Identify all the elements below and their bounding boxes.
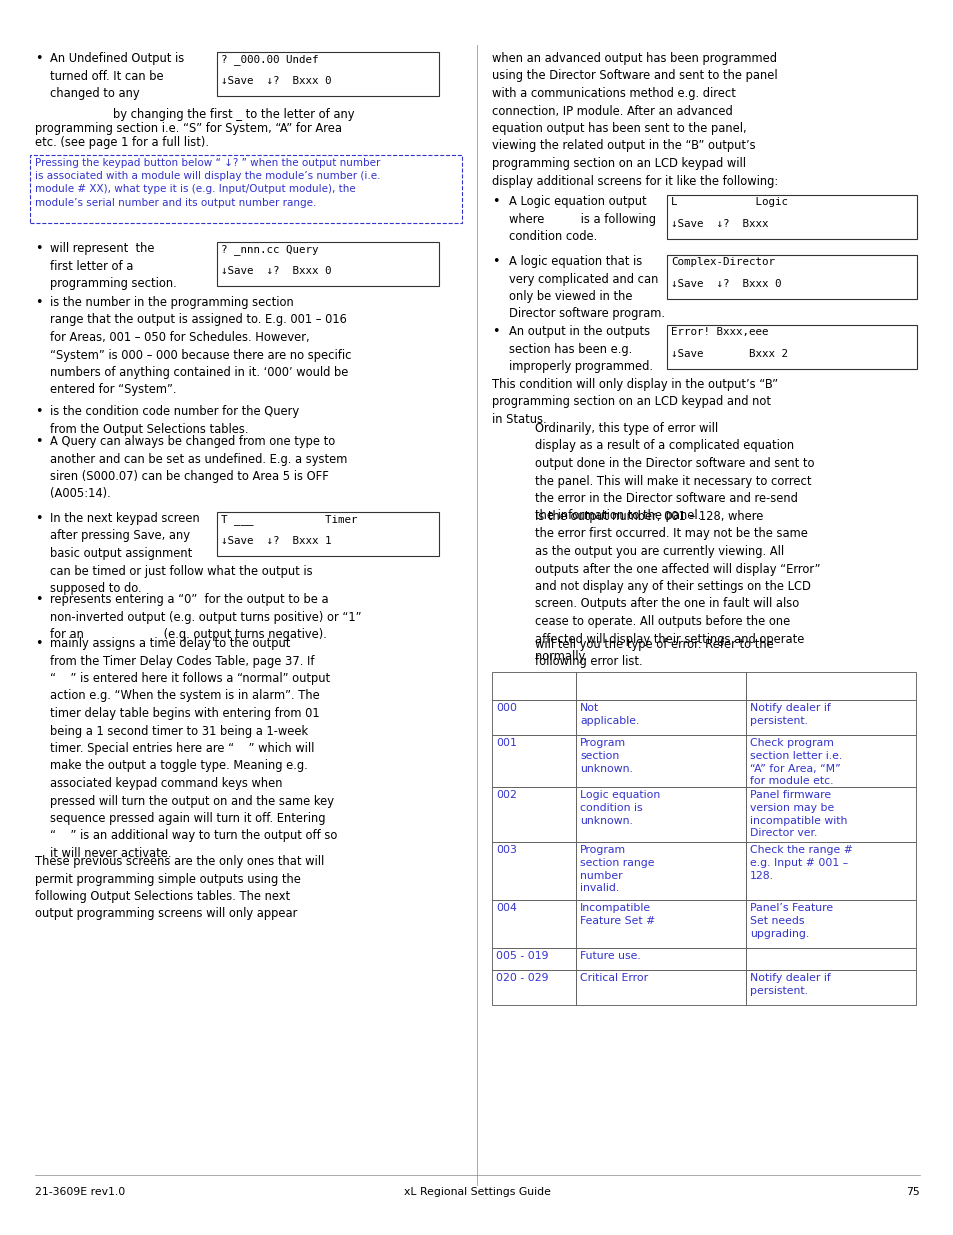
Text: ↓Save       Bxxx 2: ↓Save Bxxx 2 xyxy=(670,350,787,359)
Text: Check program
section letter i.e.
“A” for Area, “M”
for module etc.: Check program section letter i.e. “A” fo… xyxy=(749,739,841,787)
Text: Notify dealer if
persistent.: Notify dealer if persistent. xyxy=(749,703,830,726)
Bar xyxy=(666,195,916,240)
Text: ? _nnn.cc Query: ? _nnn.cc Query xyxy=(221,245,318,254)
Text: ↓Save  ↓?  Bxxx 0: ↓Save ↓? Bxxx 0 xyxy=(221,77,331,86)
Bar xyxy=(492,735,576,787)
Bar xyxy=(576,672,745,700)
Text: •: • xyxy=(492,195,499,207)
Text: This condition will only display in the output’s “B”
programming section on an L: This condition will only display in the … xyxy=(492,378,778,426)
Text: •: • xyxy=(35,593,43,606)
Text: Notify dealer if
persistent.: Notify dealer if persistent. xyxy=(749,973,830,995)
Bar xyxy=(492,842,576,900)
Text: •: • xyxy=(35,52,43,65)
FancyBboxPatch shape xyxy=(30,156,461,224)
Text: •: • xyxy=(35,637,43,650)
Text: Error! Bxxx,eee: Error! Bxxx,eee xyxy=(670,327,768,337)
Text: Panel’s Feature
Set needs
upgrading.: Panel’s Feature Set needs upgrading. xyxy=(749,903,832,939)
Text: A Logic equation output
where          is a following
condition code.: A Logic equation output where is a follo… xyxy=(509,195,656,243)
Text: will represent  the
first letter of a
programming section.: will represent the first letter of a pro… xyxy=(50,242,176,290)
Bar xyxy=(492,672,576,700)
Bar xyxy=(216,52,438,96)
Text: A Query can always be changed from one type to
another and can be set as undefin: A Query can always be changed from one t… xyxy=(50,435,347,500)
Text: ↓Save  ↓?  Bxxx 0: ↓Save ↓? Bxxx 0 xyxy=(221,266,331,275)
Text: An Undefined Output is
turned off. It can be
changed to any: An Undefined Output is turned off. It ca… xyxy=(50,52,184,100)
Bar xyxy=(745,948,915,969)
Bar xyxy=(576,735,745,787)
Text: •: • xyxy=(35,296,43,309)
Bar xyxy=(666,254,916,299)
Text: An output in the outputs
section has been e.g.
improperly programmed.: An output in the outputs section has bee… xyxy=(509,325,652,373)
Bar xyxy=(216,242,438,287)
Text: 005 - 019: 005 - 019 xyxy=(496,951,548,961)
Bar xyxy=(745,735,915,787)
Text: xL Regional Settings Guide: xL Regional Settings Guide xyxy=(403,1187,550,1197)
Text: mainly assigns a time delay to the output
from the Timer Delay Codes Table, page: mainly assigns a time delay to the outpu… xyxy=(50,637,337,860)
Bar xyxy=(745,672,915,700)
Text: 21-3609E rev1.0: 21-3609E rev1.0 xyxy=(35,1187,125,1197)
Text: 75: 75 xyxy=(905,1187,919,1197)
Bar xyxy=(492,948,576,969)
Bar xyxy=(745,969,915,1005)
Text: programming section i.e. “S” for System, “A” for Area: programming section i.e. “S” for System,… xyxy=(35,122,341,135)
Bar xyxy=(576,700,745,735)
Bar xyxy=(216,513,438,556)
Text: 001: 001 xyxy=(496,739,517,748)
Bar xyxy=(745,700,915,735)
Text: Complex-Director: Complex-Director xyxy=(670,257,774,267)
Bar xyxy=(492,700,576,735)
Bar xyxy=(492,787,576,842)
Text: •: • xyxy=(492,254,499,268)
Text: Critical Error: Critical Error xyxy=(579,973,647,983)
Text: Program
section
unknown.: Program section unknown. xyxy=(579,739,632,773)
Text: Ordinarily, this type of error will
display as a result of a complicated equatio: Ordinarily, this type of error will disp… xyxy=(535,422,814,522)
Text: etc. (see page 1 for a full list).: etc. (see page 1 for a full list). xyxy=(35,136,209,149)
Bar xyxy=(576,787,745,842)
Text: 002: 002 xyxy=(496,790,517,800)
Text: A logic equation that is
very complicated and can
only be viewed in the
Director: A logic equation that is very complicate… xyxy=(509,254,664,321)
Text: is the number in the programming section
range that the output is assigned to. E: is the number in the programming section… xyxy=(50,296,351,396)
Text: •: • xyxy=(35,513,43,525)
Text: 003: 003 xyxy=(496,845,517,855)
Bar xyxy=(492,900,576,948)
Text: T ___           Timer: T ___ Timer xyxy=(221,514,357,525)
Text: Pressing the keypad button below “ ↓? ” when the output number
is associated wit: Pressing the keypad button below “ ↓? ” … xyxy=(35,158,380,207)
Text: 000: 000 xyxy=(496,703,517,713)
Text: L            Logic: L Logic xyxy=(670,198,787,207)
Text: Program
section range
number
invalid.: Program section range number invalid. xyxy=(579,845,654,893)
Text: Check the range #
e.g. Input # 001 –
128.: Check the range # e.g. Input # 001 – 128… xyxy=(749,845,852,881)
Bar xyxy=(576,969,745,1005)
Text: ? _000.00 Undef: ? _000.00 Undef xyxy=(221,54,318,65)
Text: is the condition code number for the Query
from the Output Selections tables.: is the condition code number for the Que… xyxy=(50,405,299,436)
Text: ↓Save  ↓?  Bxxx: ↓Save ↓? Bxxx xyxy=(670,219,768,228)
Bar xyxy=(576,948,745,969)
Text: Panel firmware
version may be
incompatible with
Director ver.: Panel firmware version may be incompatib… xyxy=(749,790,846,839)
Text: by changing the first _ to the letter of any: by changing the first _ to the letter of… xyxy=(112,107,355,121)
Bar xyxy=(666,325,916,369)
Bar xyxy=(745,900,915,948)
Text: is the output number, 001 – 128, where
the error first occurred. It may not be t: is the output number, 001 – 128, where t… xyxy=(535,510,820,663)
Text: Logic equation
condition is
unknown.: Logic equation condition is unknown. xyxy=(579,790,659,826)
Bar xyxy=(576,842,745,900)
Text: •: • xyxy=(35,435,43,448)
Bar xyxy=(492,969,576,1005)
Text: ↓Save  ↓?  Bxxx 1: ↓Save ↓? Bxxx 1 xyxy=(221,536,331,546)
Bar xyxy=(745,842,915,900)
Text: Not
applicable.: Not applicable. xyxy=(579,703,639,726)
Text: represents entering a “0”  for the output to be a
non-inverted output (e.g. outp: represents entering a “0” for the output… xyxy=(50,593,361,641)
Bar xyxy=(745,787,915,842)
Text: Incompatible
Feature Set #: Incompatible Feature Set # xyxy=(579,903,655,926)
Text: In the next keypad screen
after pressing Save, any
basic output assignment
can b: In the next keypad screen after pressing… xyxy=(50,513,313,595)
Text: 004: 004 xyxy=(496,903,517,913)
Bar xyxy=(576,900,745,948)
Text: These previous screens are the only ones that will
permit programming simple out: These previous screens are the only ones… xyxy=(35,855,324,920)
Text: ↓Save  ↓?  Bxxx 0: ↓Save ↓? Bxxx 0 xyxy=(670,279,781,289)
Text: •: • xyxy=(492,325,499,338)
Text: Future use.: Future use. xyxy=(579,951,640,961)
Text: when an advanced output has been programmed
using the Director Software and sent: when an advanced output has been program… xyxy=(492,52,778,188)
Text: will tell you the type of error. Refer to the
following error list.: will tell you the type of error. Refer t… xyxy=(535,638,773,668)
Text: •: • xyxy=(35,405,43,417)
Text: •: • xyxy=(35,242,43,254)
Text: 020 - 029: 020 - 029 xyxy=(496,973,548,983)
